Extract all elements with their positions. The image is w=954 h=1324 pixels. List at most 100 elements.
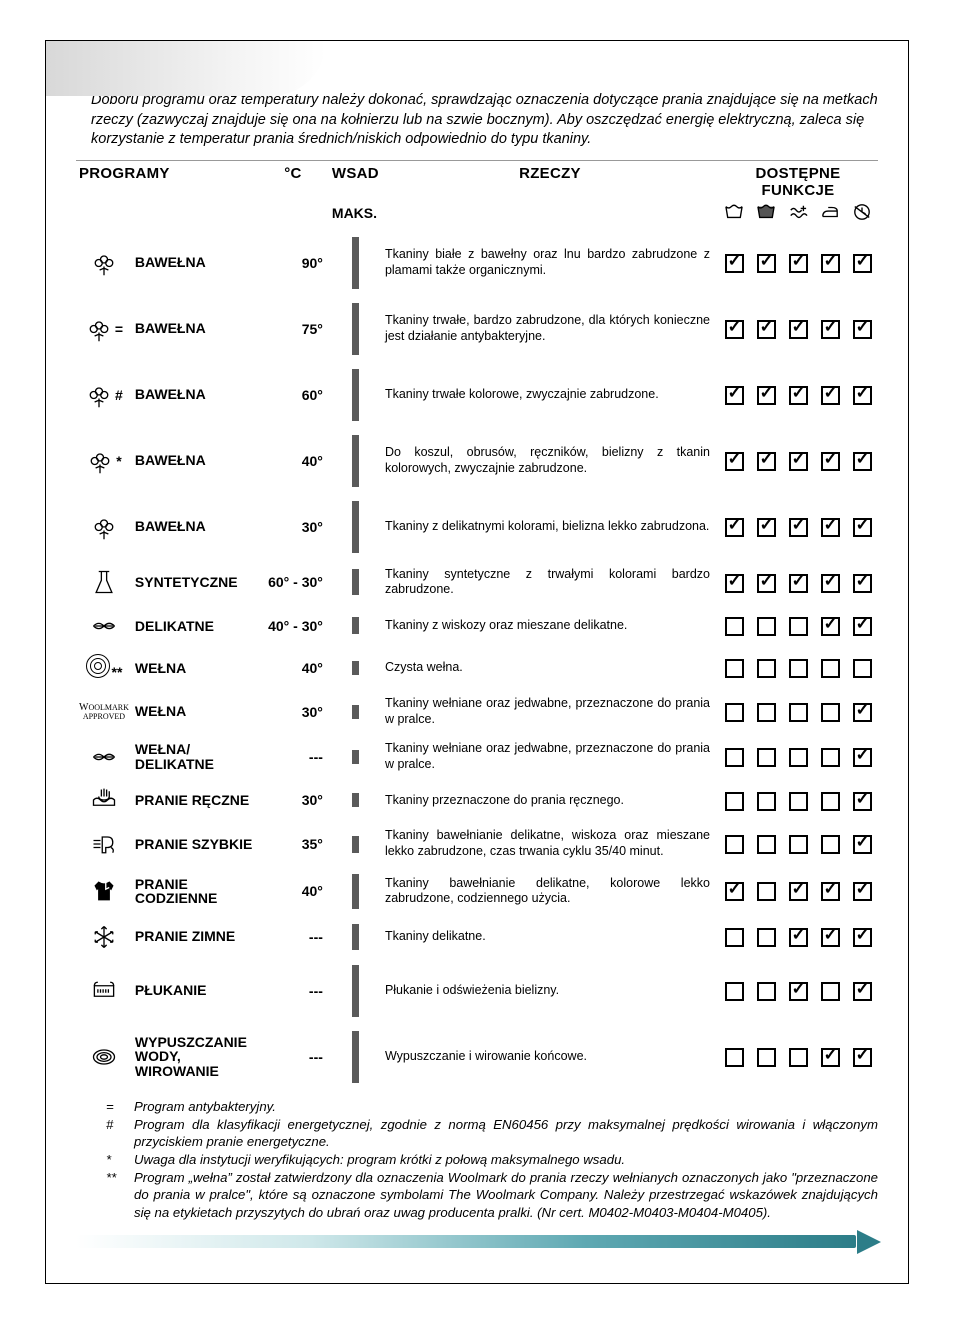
- func-checkbox: [718, 230, 750, 296]
- func-checkbox: [718, 362, 750, 428]
- checkbox-icon: [725, 792, 744, 811]
- checkbox-icon: [725, 928, 744, 947]
- checkbox-icon: [757, 1048, 776, 1067]
- program-name: BAWEŁNA: [132, 428, 257, 494]
- func-checkbox: [750, 779, 782, 821]
- load-bar: [329, 689, 382, 734]
- func-checkbox: [814, 362, 846, 428]
- func-checkbox: [718, 296, 750, 362]
- checkbox-icon: [757, 254, 776, 273]
- func-checkbox: [814, 647, 846, 689]
- checkbox-icon: [789, 982, 808, 1001]
- header-load-sub: MAKS.: [329, 203, 382, 230]
- func-checkbox: [782, 1024, 814, 1090]
- checkbox-icon: [757, 703, 776, 722]
- checkbox-icon: [757, 452, 776, 471]
- checkbox-icon: [821, 748, 840, 767]
- checkbox-icon: [725, 1048, 744, 1067]
- load-bar: [329, 958, 382, 1024]
- program-temp: 40°: [257, 867, 329, 916]
- program-temp: ---: [257, 1024, 329, 1090]
- arrow-bar: [76, 1231, 878, 1253]
- checkbox-icon: [821, 882, 840, 901]
- func-checkbox: [846, 1024, 878, 1090]
- program-row: BAWEŁNA30° Tkaniny z delikatnymi kolorami…: [76, 494, 878, 560]
- func-checkbox: [718, 560, 750, 605]
- program-name: WEŁNA: [132, 689, 257, 734]
- program-desc: Do koszul, obrusów, ręczników, bielizny …: [382, 428, 718, 494]
- checkbox-icon: [789, 254, 808, 273]
- checkbox-icon: [725, 386, 744, 405]
- func-checkbox: [750, 560, 782, 605]
- checkbox-icon: [757, 320, 776, 339]
- checkbox-icon: [821, 574, 840, 593]
- checkbox-icon: [725, 835, 744, 854]
- func-checkbox: [750, 605, 782, 647]
- func-checkbox: [782, 779, 814, 821]
- load-bar: [329, 230, 382, 296]
- func-checkbox: [718, 647, 750, 689]
- shirt-icon: [76, 867, 132, 916]
- func-checkbox: [782, 296, 814, 362]
- checkbox-icon: [757, 574, 776, 593]
- load-bar: [329, 1024, 382, 1090]
- program-row: PRANIE CODZIENNE40°Tkaniny bawełnianie d…: [76, 867, 878, 916]
- cotton-icon: [76, 230, 132, 296]
- checkbox-icon: [757, 835, 776, 854]
- func-checkbox: [814, 605, 846, 647]
- checkbox-icon: [853, 835, 872, 854]
- program-row: BAWEŁNA90°Tkaniny białe z bawełny oraz l…: [76, 230, 878, 296]
- func-checkbox: [718, 821, 750, 866]
- func-checkbox: [750, 362, 782, 428]
- program-name: BAWEŁNA: [132, 494, 257, 560]
- checkbox-icon: [789, 882, 808, 901]
- checkbox-icon: [789, 386, 808, 405]
- notes-block: =Program antybakteryjny.#Program dla kla…: [76, 1098, 878, 1221]
- program-temp: ---: [257, 734, 329, 779]
- note-symbol: =: [106, 1098, 134, 1115]
- program-row: WEŁNA/ DELIKATNE---Tkaniny wełniane oraz…: [76, 734, 878, 779]
- flask-icon: [76, 560, 132, 605]
- note-text: Program „wełna” został zatwierdzony dla …: [134, 1169, 878, 1220]
- checkbox-icon: [853, 254, 872, 273]
- program-desc: Tkaniny wełniane oraz jedwabne, przeznac…: [382, 689, 718, 734]
- note-symbol: **: [106, 1169, 134, 1220]
- program-row: PRANIE SZYBKIE35°Tkaniny bawełnianie del…: [76, 821, 878, 866]
- func-checkbox: [846, 362, 878, 428]
- program-row: **WEŁNA40°Czysta wełna.: [76, 647, 878, 689]
- program-temp: 30°: [257, 494, 329, 560]
- checkbox-icon: [757, 792, 776, 811]
- checkbox-icon: [789, 574, 808, 593]
- load-bar: [329, 605, 382, 647]
- checkbox-icon: [725, 659, 744, 678]
- feather-icon: [76, 605, 132, 647]
- program-desc: Tkaniny białe z bawełny oraz lnu bardzo …: [382, 230, 718, 296]
- func-checkbox: [846, 560, 878, 605]
- func-checkbox: [846, 734, 878, 779]
- load-bar: [329, 494, 382, 560]
- func-checkbox: [814, 560, 846, 605]
- checkbox-icon: [789, 928, 808, 947]
- program-row: PRANIE RĘCZNE30°Tkaniny przeznaczone do …: [76, 779, 878, 821]
- checkbox-icon: [853, 792, 872, 811]
- func-checkbox: [814, 1024, 846, 1090]
- func-checkbox: [814, 916, 846, 958]
- func-checkbox: [814, 779, 846, 821]
- checkbox-icon: [821, 617, 840, 636]
- note-text: Uwaga dla instytucji weryfikujących: pro…: [134, 1151, 878, 1168]
- cotton-icon: #: [76, 362, 132, 428]
- arrow-head-icon: [857, 1230, 881, 1254]
- load-bar: [329, 296, 382, 362]
- program-temp: 40°: [257, 428, 329, 494]
- func-checkbox: [718, 734, 750, 779]
- checkbox-icon: [725, 982, 744, 1001]
- program-desc: Tkaniny bawełnianie delikatne, kolorowe …: [382, 867, 718, 916]
- program-desc: Tkaniny z delikatnymi kolorami, bielizna…: [382, 494, 718, 560]
- checkbox-icon: [853, 659, 872, 678]
- checkbox-icon: [789, 518, 808, 537]
- arrow-gradient: [76, 1235, 856, 1248]
- checkbox-icon: [853, 703, 872, 722]
- program-temp: 90°: [257, 230, 329, 296]
- func-checkbox: [718, 689, 750, 734]
- checkbox-icon: [725, 320, 744, 339]
